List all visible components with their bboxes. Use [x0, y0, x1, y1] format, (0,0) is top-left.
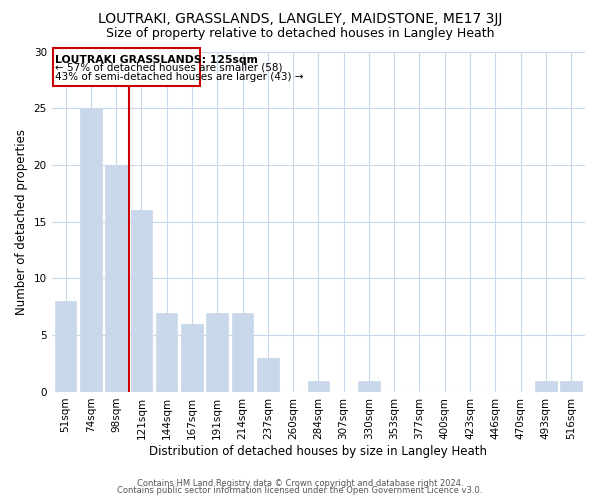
Bar	[358, 380, 380, 392]
Bar	[206, 312, 228, 392]
Y-axis label: Number of detached properties: Number of detached properties	[15, 128, 28, 314]
Bar	[106, 165, 127, 392]
Bar	[55, 301, 76, 392]
Bar	[181, 324, 203, 392]
Bar	[535, 380, 557, 392]
Bar	[560, 380, 582, 392]
Bar	[156, 312, 178, 392]
Text: 43% of semi-detached houses are larger (43) →: 43% of semi-detached houses are larger (…	[55, 72, 304, 82]
X-axis label: Distribution of detached houses by size in Langley Heath: Distribution of detached houses by size …	[149, 444, 487, 458]
Text: Contains public sector information licensed under the Open Government Licence v3: Contains public sector information licen…	[118, 486, 482, 495]
Text: LOUTRAKI, GRASSLANDS, LANGLEY, MAIDSTONE, ME17 3JJ: LOUTRAKI, GRASSLANDS, LANGLEY, MAIDSTONE…	[98, 12, 502, 26]
Bar	[131, 210, 152, 392]
Bar	[80, 108, 101, 392]
Bar	[232, 312, 253, 392]
Text: Size of property relative to detached houses in Langley Heath: Size of property relative to detached ho…	[106, 28, 494, 40]
Text: ← 57% of detached houses are smaller (58): ← 57% of detached houses are smaller (58…	[55, 63, 283, 73]
Bar	[257, 358, 278, 392]
Bar	[308, 380, 329, 392]
FancyBboxPatch shape	[53, 48, 200, 86]
Text: Contains HM Land Registry data © Crown copyright and database right 2024.: Contains HM Land Registry data © Crown c…	[137, 478, 463, 488]
Text: LOUTRAKI GRASSLANDS: 125sqm: LOUTRAKI GRASSLANDS: 125sqm	[55, 55, 259, 65]
